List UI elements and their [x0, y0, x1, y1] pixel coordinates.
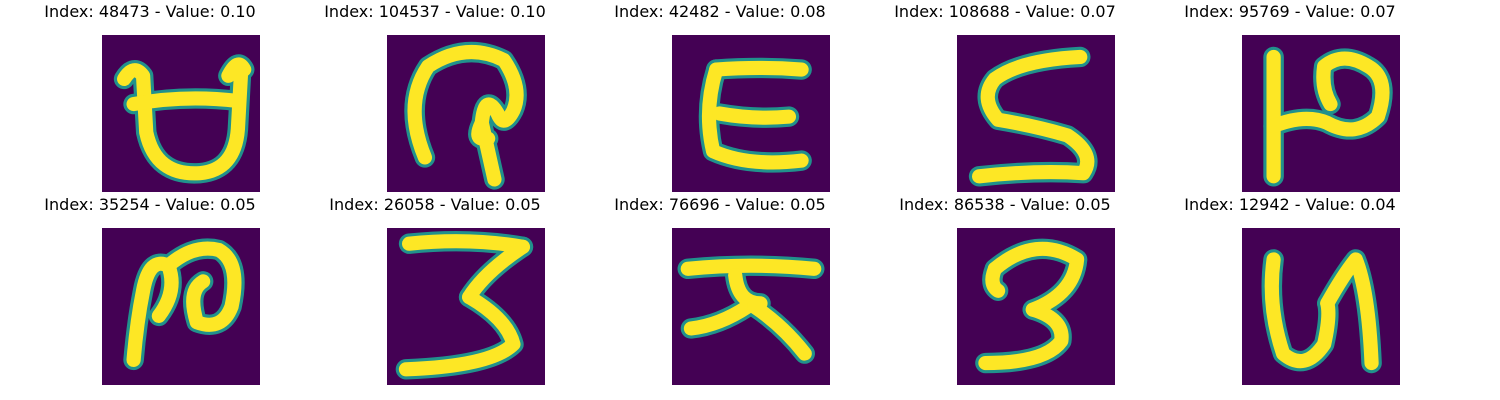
stroke-core — [398, 290, 521, 377]
stroke-core — [701, 62, 809, 170]
character-image — [387, 228, 545, 385]
image-panel: Index: 76696 - Value: 0.05 — [570, 193, 870, 386]
stroke-core — [126, 91, 245, 112]
stroke-core — [117, 63, 249, 181]
stroke-core — [747, 299, 812, 361]
image-panel: Index: 108688 - Value: 0.07 — [855, 0, 1155, 193]
panel-title: Index: 108688 - Value: 0.07 — [894, 2, 1116, 21]
panel-title: Index: 12942 - Value: 0.04 — [1184, 195, 1396, 214]
panel-title: Index: 86538 - Value: 0.05 — [899, 195, 1111, 214]
image-panel: Index: 86538 - Value: 0.05 — [855, 193, 1155, 386]
loop-n-shape-glyph — [102, 228, 260, 385]
panel-title: Index: 95769 - Value: 0.07 — [1184, 2, 1396, 21]
character-image — [102, 228, 260, 385]
three-tail-shape-glyph — [957, 228, 1115, 385]
stroke-core — [161, 241, 242, 332]
stroke-core — [972, 49, 1095, 184]
image-panel: Index: 12942 - Value: 0.04 — [1140, 193, 1440, 386]
panel-title: Index: 104537 - Value: 0.10 — [324, 2, 546, 21]
stroke-core — [1320, 252, 1379, 371]
u-hook-shape-glyph — [1242, 228, 1400, 385]
image-panel: Index: 95769 - Value: 0.07 — [1140, 0, 1440, 193]
character-image — [672, 228, 830, 385]
s-shape-glyph — [957, 35, 1115, 192]
tee-legs-shape-glyph — [672, 228, 830, 385]
panel-title: Index: 48473 - Value: 0.10 — [44, 2, 256, 21]
three-shape-glyph — [387, 228, 545, 385]
character-image — [387, 35, 545, 192]
stroke-core — [471, 115, 496, 147]
character-image — [672, 35, 830, 192]
image-panel: Index: 104537 - Value: 0.10 — [285, 0, 585, 193]
open-c-shape-glyph — [672, 35, 830, 192]
stroke-core — [680, 258, 822, 276]
bowl-shape-glyph — [102, 35, 260, 192]
image-panel: Index: 35254 - Value: 0.05 — [0, 193, 300, 386]
pi-shape-glyph — [1242, 35, 1400, 192]
stroke-core — [985, 261, 1006, 298]
stroke-core — [126, 256, 179, 367]
stroke-core — [683, 299, 755, 336]
stroke-core — [402, 234, 530, 254]
stroke-core — [987, 241, 1085, 317]
panel-title: Index: 76696 - Value: 0.05 — [614, 195, 826, 214]
character-image — [1242, 228, 1400, 385]
stroke-core — [221, 57, 252, 83]
panel-title: Index: 35254 - Value: 0.05 — [44, 195, 256, 214]
image-panel: Index: 48473 - Value: 0.10 — [0, 0, 300, 193]
stroke-core — [1264, 252, 1336, 369]
hook-shape-glyph — [387, 35, 545, 192]
character-image — [1242, 35, 1400, 192]
image-panel: Index: 42482 - Value: 0.08 — [570, 0, 870, 193]
character-image — [102, 35, 260, 192]
stroke-core — [1266, 51, 1390, 137]
panel-title: Index: 42482 - Value: 0.08 — [614, 2, 826, 21]
image-panel: Index: 26058 - Value: 0.05 — [285, 193, 585, 386]
stroke-core — [712, 106, 797, 125]
character-image — [957, 35, 1115, 192]
stroke-core — [978, 302, 1069, 371]
panel-title: Index: 26058 - Value: 0.05 — [329, 195, 541, 214]
character-image — [957, 228, 1115, 385]
stroke-core — [709, 60, 809, 77]
